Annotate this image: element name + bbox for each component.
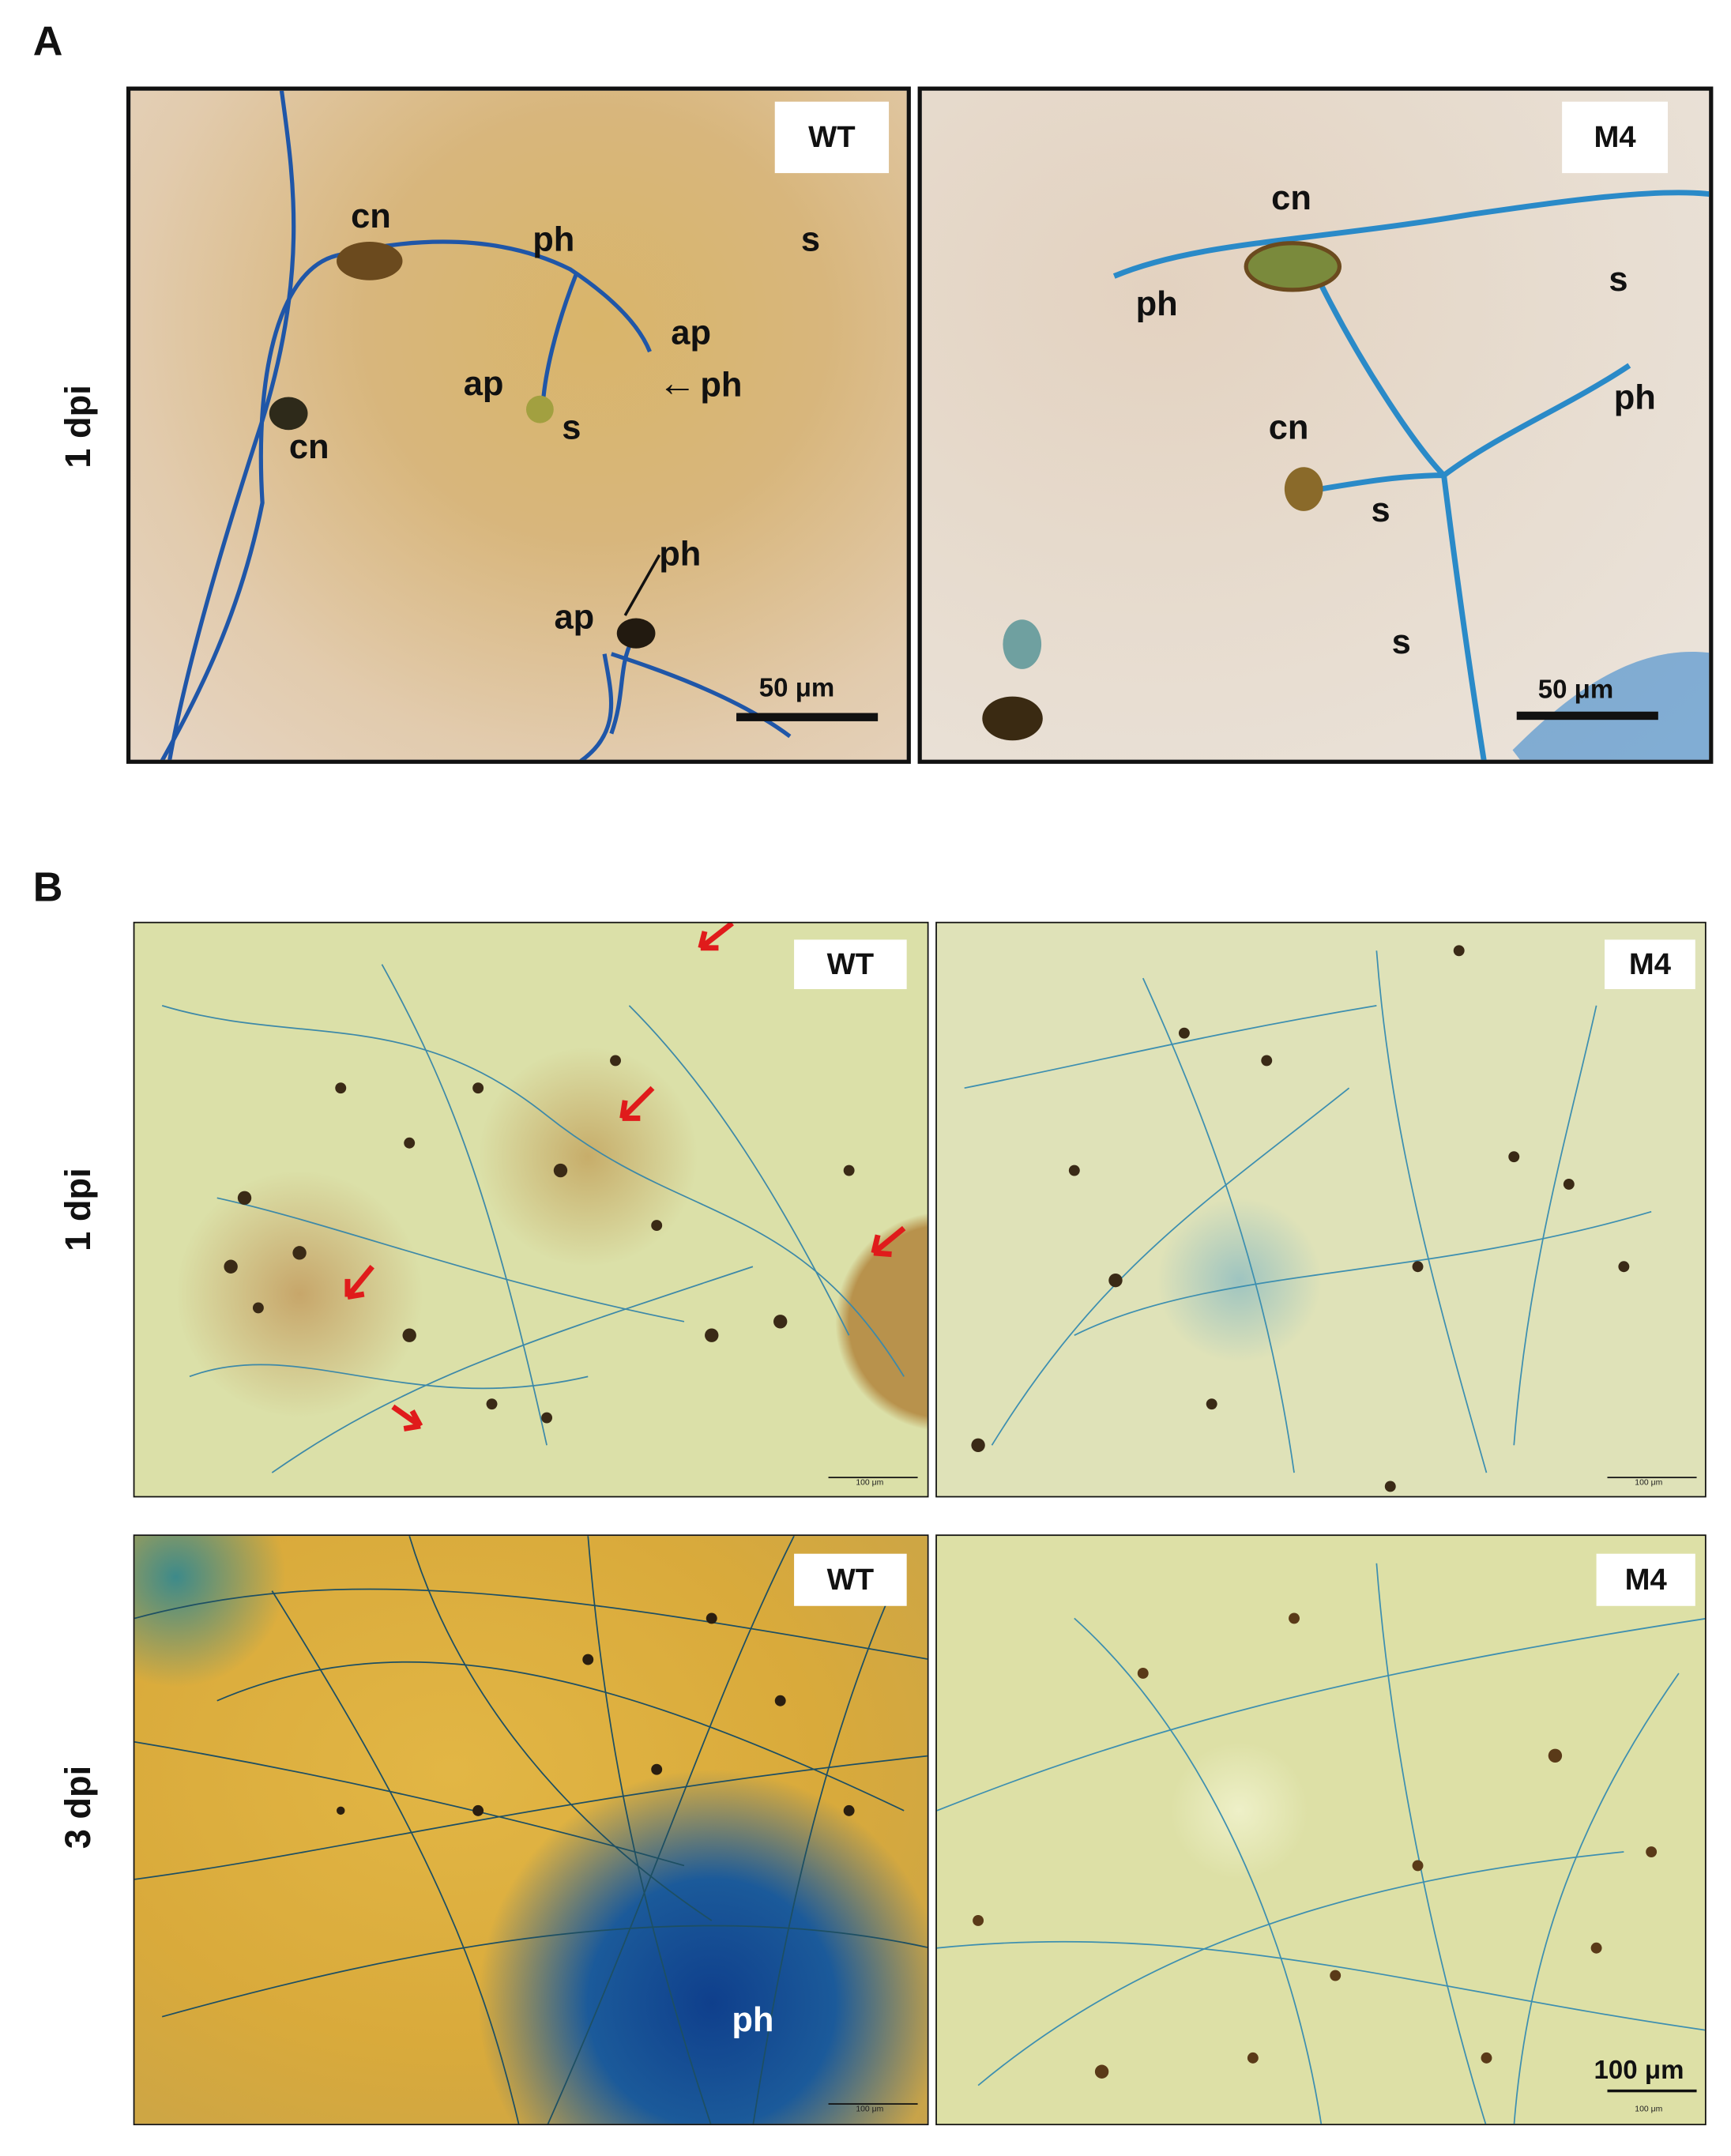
hyphae (964, 945, 1652, 1492)
annotation: ph (1613, 378, 1656, 417)
annotation: ph (700, 366, 743, 405)
scale-bar (1607, 2089, 1697, 2093)
hyphae (936, 1563, 1705, 2124)
scale-bar-label: 100 μm (1594, 2056, 1684, 2086)
hyphae (134, 1536, 928, 2124)
annotation: s (562, 408, 581, 448)
micrograph: WT 100 μm (133, 921, 929, 1498)
row-label: 1 dpi (57, 1168, 99, 1251)
image-tag: WT (794, 1553, 907, 1606)
annotation: ph (1135, 284, 1178, 324)
panel-label: A (32, 19, 63, 65)
annotation: ph (532, 220, 575, 259)
annotation: ap (554, 598, 595, 637)
scale-bar-label: 100 μm (1635, 1479, 1663, 1488)
annotation: ph (659, 535, 702, 574)
image-tag: M4 (1562, 101, 1669, 174)
scale-bar-label: 50 μm (758, 674, 835, 704)
micrograph: M4 (917, 86, 1714, 764)
annotation: cn (351, 197, 391, 236)
scale-bar-label: 50 μm (1537, 675, 1614, 705)
row-label: 1 dpi (57, 385, 99, 468)
annotation: ap (463, 364, 504, 404)
micrograph: M4 100 μm 100 μm (935, 1534, 1707, 2126)
scale-bar (1607, 1477, 1697, 1479)
svg-text:←: ← (658, 362, 697, 404)
hyphae: ← (160, 90, 792, 760)
annotation: s (800, 220, 821, 259)
annotation: s (1371, 491, 1390, 530)
annotation: cn (1268, 408, 1309, 448)
image-tag: WT (794, 939, 907, 990)
micrograph: M4 100 μm (935, 921, 1707, 1498)
scale-bar (828, 2103, 918, 2105)
image-tag: M4 (1596, 1553, 1695, 1606)
scale-bar-label: 100 μm (856, 1479, 884, 1488)
row-label: 3 dpi (57, 1765, 99, 1849)
annotation: ph (732, 2000, 774, 2040)
scale-bar-label: 100 μm (1635, 2105, 1663, 2115)
micrograph: WT ph 100 μm (133, 1534, 929, 2126)
panel-label: B (32, 865, 63, 911)
annotation: cn (288, 427, 329, 467)
micrograph: ← WT (126, 86, 911, 764)
hyphae (161, 923, 906, 1473)
image-tag: M4 (1605, 939, 1695, 990)
annotation: s (1609, 260, 1628, 299)
scale-bar-label: 100 μm (856, 2105, 884, 2115)
scale-bar (1516, 711, 1658, 721)
scale-bar (828, 1477, 918, 1479)
annotation: s (1391, 623, 1411, 662)
hyphae (982, 190, 1710, 760)
scale-bar (736, 713, 879, 721)
annotation: cn (1271, 179, 1311, 218)
annotation: ap (671, 314, 712, 353)
image-tag: WT (774, 101, 890, 174)
